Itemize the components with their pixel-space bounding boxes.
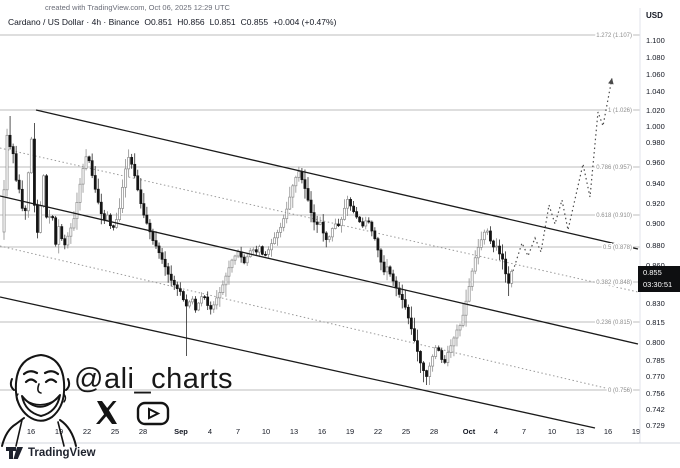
time-axis-tick[interactable]: 19 <box>631 426 642 438</box>
tradingview-logo-text: TradingView <box>28 447 96 459</box>
candles-layer <box>2 116 514 385</box>
last-price-badge: 0.855 03:30:51 <box>638 266 680 292</box>
time-axis-tick[interactable]: 22 <box>82 426 93 438</box>
price-axis-tick[interactable]: 0.920 <box>646 199 665 208</box>
fib-level-label: 0.5 (0.878) <box>603 245 632 251</box>
time-axis-tick[interactable]: 10 <box>261 426 272 438</box>
time-axis-tick[interactable]: 28 <box>138 426 149 438</box>
time-axis-tick[interactable]: 28 <box>429 426 440 438</box>
channel-trendline-solid <box>0 195 639 345</box>
price-axis-tick[interactable]: 0.756 <box>646 389 665 398</box>
time-axis-tick[interactable]: 19 <box>345 426 356 438</box>
price-axis-tick[interactable]: 0.900 <box>646 219 665 228</box>
time-axis-tick[interactable]: 16 <box>603 426 614 438</box>
price-axis-tick[interactable]: 0.830 <box>646 299 665 308</box>
time-axis-tick[interactable]: 13 <box>575 426 586 438</box>
tradingview-footer-logo[interactable]: TradingView <box>6 446 96 460</box>
created-with-watermark: created with TradingView.com, Oct 06, 20… <box>45 3 230 12</box>
price-axis-currency[interactable]: USD <box>646 11 663 20</box>
channel-midline-dotted <box>0 245 615 391</box>
symbol-title: Cardano / US Dollar · 4h · Binance <box>8 17 140 27</box>
time-axis-tick[interactable]: 16 <box>26 426 37 438</box>
price-projection-zigzag <box>512 77 613 272</box>
avatar-illustration <box>1 354 77 447</box>
last-price-value: 0.855 <box>643 268 662 277</box>
price-axis-background <box>640 0 680 443</box>
ohlc-high: H0.856 <box>177 17 205 27</box>
time-axis-tick[interactable]: 10 <box>547 426 558 438</box>
price-axis-tick[interactable]: 0.815 <box>646 318 665 327</box>
time-axis-tick[interactable]: 25 <box>401 426 412 438</box>
price-axis-tick[interactable]: 1.100 <box>646 36 665 45</box>
time-axis-tick[interactable]: 22 <box>373 426 384 438</box>
fib-level-label: 1 (1.026) <box>608 108 632 114</box>
ohlc-close: C0.855 <box>240 17 269 27</box>
time-axis-tick[interactable]: 4 <box>493 426 500 438</box>
fib-level-label: 0.236 (0.815) <box>596 320 632 326</box>
time-axis-tick[interactable]: 16 <box>317 426 328 438</box>
price-axis-tick[interactable]: 1.000 <box>646 122 665 131</box>
tradingview-logo-icon <box>6 447 23 459</box>
author-handle: @ali_charts <box>74 363 234 395</box>
time-axis-tick[interactable]: Sep <box>173 426 190 438</box>
price-axis-tick[interactable]: 0.785 <box>646 356 665 365</box>
fib-level-label: 1.272 (1.107) <box>596 33 632 39</box>
price-axis-tick[interactable]: 0.742 <box>646 405 665 414</box>
price-axis-tick[interactable]: 0.770 <box>646 372 665 381</box>
time-axis-tick[interactable]: 7 <box>521 426 528 438</box>
price-axis-tick[interactable]: 0.940 <box>646 179 665 188</box>
price-axis-tick[interactable]: 1.060 <box>646 70 665 79</box>
social-icons <box>96 401 170 426</box>
x-logo-icon <box>96 401 117 424</box>
time-axis-tick[interactable]: 4 <box>207 426 214 438</box>
price-axis-tick[interactable]: 0.980 <box>646 138 665 147</box>
ohlc-change: +0.004 (+0.47%) <box>273 17 337 27</box>
fib-level-label: 0.382 (0.848) <box>596 280 632 286</box>
ohlc-open: O0.851 <box>144 17 173 27</box>
channel-midline-dotted <box>0 147 639 293</box>
ohlc-low: L0.851 <box>209 17 236 27</box>
symbol-legend[interactable]: Cardano / US Dollar · 4h · Binance O0.851… <box>8 17 341 27</box>
fib-level-label: 0.618 (0.910) <box>596 213 632 219</box>
price-axis-tick[interactable]: 1.080 <box>646 53 665 62</box>
price-axis-tick[interactable]: 0.800 <box>646 338 665 347</box>
fib-level-label: 0 (0.756) <box>608 388 632 394</box>
channel-trendline-solid <box>0 296 596 429</box>
price-axis-tick[interactable]: 0.960 <box>646 158 665 167</box>
price-axis-tick[interactable]: 1.040 <box>646 87 665 96</box>
time-axis-tick[interactable]: 7 <box>235 426 242 438</box>
time-axis-tick[interactable]: 13 <box>289 426 300 438</box>
channel-trendline-solid <box>35 109 639 250</box>
price-axis-tick[interactable]: 0.880 <box>646 241 665 250</box>
fib-level-label: 0.786 (0.957) <box>596 165 632 171</box>
time-axis-tick[interactable]: 25 <box>110 426 121 438</box>
youtube-logo-icon <box>136 401 170 426</box>
projection-arrowhead-icon <box>608 78 614 85</box>
price-axis-tick[interactable]: 0.860 <box>646 261 665 270</box>
time-axis-tick[interactable]: 19 <box>54 426 65 438</box>
price-axis-tick[interactable]: 0.729 <box>646 421 665 430</box>
time-axis-tick[interactable]: Oct <box>461 426 477 438</box>
price-axis-tick[interactable]: 1.020 <box>646 106 665 115</box>
bar-countdown: 03:30:51 <box>643 280 673 289</box>
